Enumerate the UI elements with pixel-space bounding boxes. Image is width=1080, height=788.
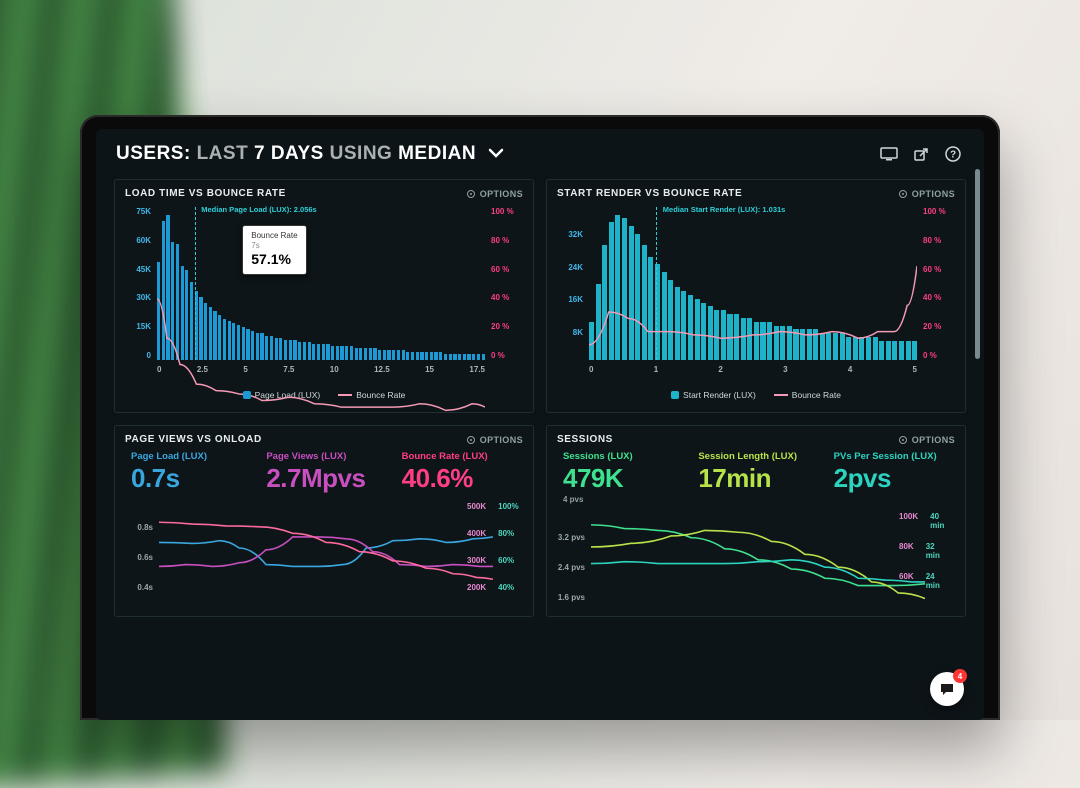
options-button[interactable]: OPTIONS xyxy=(898,189,955,199)
options-label: OPTIONS xyxy=(480,189,523,199)
page-title[interactable]: USERS: LAST 7 DAYS USING MEDIAN xyxy=(116,143,504,165)
plot-area xyxy=(591,512,925,604)
panel-title: LOAD TIME VS BOUNCE RATE xyxy=(125,188,286,199)
mini-chart: 3.2 pvs2.4 pvs1.6 pvs 100K40 min80K32 mi… xyxy=(563,512,925,604)
gear-icon xyxy=(898,189,908,199)
metrics-row: Page Load (LUX) 0.7s Page Views (LUX) 2.… xyxy=(125,449,523,502)
tooltip-sub: 7s xyxy=(251,241,297,251)
title-last: LAST xyxy=(197,143,249,164)
y-axis-left: 32K24K16K8K xyxy=(557,207,583,360)
median-label: Median Start Render (LUX): 1.031s xyxy=(663,205,786,214)
x-axis: 02.557.51012.51517.5 xyxy=(157,365,485,374)
title-using: USING xyxy=(330,143,393,164)
panel-load-time: LOAD TIME VS BOUNCE RATE OPTIONS 75K60K4… xyxy=(114,179,534,413)
options-label: OPTIONS xyxy=(912,189,955,199)
help-icon[interactable]: ? xyxy=(944,145,962,163)
panel-sessions: SESSIONS OPTIONS Sessions (LUX) 479K 4 p… xyxy=(546,425,966,617)
gear-icon xyxy=(466,189,476,199)
scrollbar[interactable] xyxy=(975,169,980,359)
chat-button[interactable]: 4 xyxy=(930,672,964,706)
title-users: USERS: xyxy=(116,143,191,164)
lines xyxy=(159,502,493,594)
y-axis-left: 75K60K45K30K15K0 xyxy=(125,207,151,360)
plot-area xyxy=(159,502,493,594)
options-button[interactable]: OPTIONS xyxy=(898,435,955,445)
title-days: 7 DAYS xyxy=(254,143,324,164)
tooltip: Bounce Rate 7s 57.1% xyxy=(242,225,306,275)
chevron-down-icon[interactable] xyxy=(488,142,504,164)
options-button[interactable]: OPTIONS xyxy=(466,435,523,445)
metrics-row: Sessions (LUX) 479K 4 pvsSession Length … xyxy=(557,449,955,512)
median-line xyxy=(656,207,657,360)
y-axis-right: 100 %80 %60 %40 %20 %0 % xyxy=(923,207,955,360)
notification-badge: 4 xyxy=(953,669,967,683)
y-axis-left: 0.8s0.6s0.4s xyxy=(125,502,153,592)
panel-start-render: START RENDER VS BOUNCE RATE OPTIONS 32K2… xyxy=(546,179,966,413)
panels-grid: LOAD TIME VS BOUNCE RATE OPTIONS 75K60K4… xyxy=(96,179,984,617)
plot-area: Median Start Render (LUX): 1.031s xyxy=(589,207,917,360)
svg-text:?: ? xyxy=(950,150,956,161)
mini-chart: 0.8s0.6s0.4s 500K100%400K80%300K60%200K4… xyxy=(131,502,493,594)
topbar: USERS: LAST 7 DAYS USING MEDIAN ? xyxy=(96,129,984,179)
panel-title: START RENDER VS BOUNCE RATE xyxy=(557,188,742,199)
title-median: MEDIAN xyxy=(398,143,476,164)
options-label: OPTIONS xyxy=(480,435,523,445)
y-axis-right: 100 %80 %60 %40 %20 %0 % xyxy=(491,207,523,360)
gear-icon xyxy=(898,435,908,445)
share-icon[interactable] xyxy=(912,145,930,163)
chart-start-render: 32K24K16K8K 100 %80 %60 %40 %20 %0 % Med… xyxy=(557,203,955,388)
options-label: OPTIONS xyxy=(912,435,955,445)
median-label: Median Page Load (LUX): 2.056s xyxy=(201,205,316,214)
chat-icon xyxy=(939,681,955,697)
chart-load-time: 75K60K45K30K15K0 100 %80 %60 %40 %20 %0 … xyxy=(125,203,523,388)
top-icons: ? xyxy=(880,145,962,163)
lines xyxy=(591,512,925,604)
x-axis: 012345 xyxy=(589,365,917,374)
panel-title: SESSIONS xyxy=(557,434,613,445)
display-icon[interactable] xyxy=(880,145,898,163)
plot-area: Median Page Load (LUX): 2.056s Bounce Ra… xyxy=(157,207,485,360)
laptop-frame: USERS: LAST 7 DAYS USING MEDIAN ? xyxy=(80,115,1000,720)
tooltip-value: 57.1% xyxy=(251,251,297,269)
panel-page-views: PAGE VIEWS VS ONLOAD OPTIONS Page Load (… xyxy=(114,425,534,617)
options-button[interactable]: OPTIONS xyxy=(466,189,523,199)
gear-icon xyxy=(466,435,476,445)
dashboard-screen: USERS: LAST 7 DAYS USING MEDIAN ? xyxy=(96,129,984,720)
median-line xyxy=(195,207,196,360)
panel-title: PAGE VIEWS VS ONLOAD xyxy=(125,434,262,445)
tooltip-label: Bounce Rate xyxy=(251,231,297,241)
y-axis-left: 3.2 pvs2.4 pvs1.6 pvs xyxy=(557,512,585,602)
